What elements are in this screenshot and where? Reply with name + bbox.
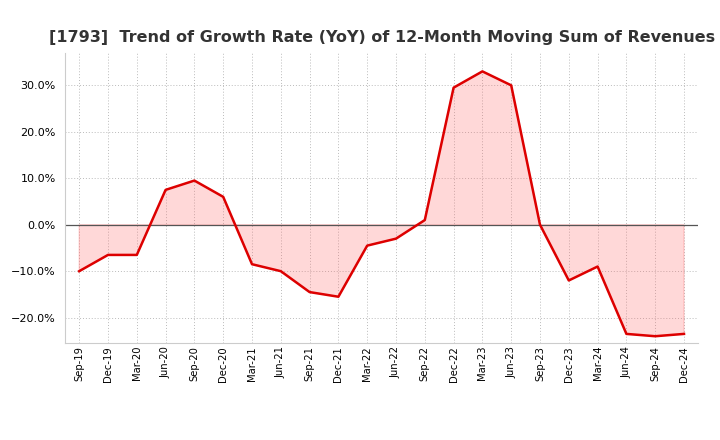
Title: [1793]  Trend of Growth Rate (YoY) of 12-Month Moving Sum of Revenues: [1793] Trend of Growth Rate (YoY) of 12-… (48, 29, 715, 45)
